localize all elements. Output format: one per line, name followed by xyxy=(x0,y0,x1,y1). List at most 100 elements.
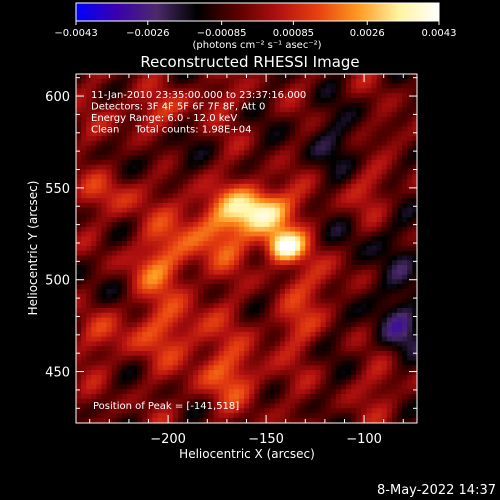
heatmap-cell xyxy=(126,131,133,137)
heatmap-cell xyxy=(126,274,133,280)
heatmap-cell xyxy=(208,336,214,342)
heatmap-cell xyxy=(290,245,296,252)
heatmap-cell xyxy=(106,155,113,161)
heatmap-cell xyxy=(264,212,271,218)
heatmap-cell xyxy=(223,360,230,366)
heatmap-cell xyxy=(244,360,250,366)
heatmap-cell xyxy=(223,217,230,223)
heatmap-cell xyxy=(346,183,352,190)
heatmap-cell xyxy=(335,136,342,142)
heatmap-cell xyxy=(228,150,235,156)
heatmap-cell xyxy=(407,365,413,371)
heatmap-cell xyxy=(269,288,276,295)
heatmap-cell xyxy=(386,255,393,261)
heatmap-cell xyxy=(162,303,169,309)
heatmap-cell xyxy=(397,116,403,123)
heatmap-cell xyxy=(137,365,143,371)
heatmap-cell xyxy=(356,298,362,304)
heatmap-cell xyxy=(172,93,179,99)
heatmap-cell xyxy=(402,97,408,104)
heatmap-cell xyxy=(361,236,367,242)
heatmap-cell xyxy=(381,116,388,123)
heatmap-cell xyxy=(193,303,199,309)
heatmap-cell xyxy=(284,88,291,94)
heatmap-cell xyxy=(121,288,128,295)
heatmap-cell xyxy=(239,116,245,123)
heatmap-cell xyxy=(162,231,169,237)
heatmap-cell xyxy=(147,169,153,175)
heatmap-cell xyxy=(223,93,230,99)
heatmap-cell xyxy=(223,78,230,84)
heatmap-cell xyxy=(386,403,393,409)
heatmap-cell xyxy=(172,217,179,223)
heatmap-cell xyxy=(137,155,143,161)
heatmap-cell xyxy=(402,308,408,314)
heatmap-cell xyxy=(371,331,378,338)
heatmap-cell xyxy=(340,413,347,419)
heatmap-cell xyxy=(91,236,97,242)
heatmap-cell xyxy=(381,327,388,333)
heatmap-cell xyxy=(213,408,220,414)
heatmap-cell xyxy=(86,145,92,151)
heatmap-cell xyxy=(366,284,372,290)
heatmap-cell xyxy=(300,298,306,304)
heatmap-cell xyxy=(132,131,138,137)
heatmap-cell xyxy=(361,265,367,271)
heatmap-cell xyxy=(356,293,362,299)
heatmap-cell xyxy=(274,303,281,309)
heatmap-cell xyxy=(167,279,174,285)
heatmap-cell xyxy=(111,193,118,199)
heatmap-cell xyxy=(279,159,286,166)
heatmap-cell xyxy=(346,398,352,404)
heatmap-cell xyxy=(407,393,413,400)
heatmap-cell xyxy=(137,322,143,328)
heatmap-cell xyxy=(228,336,235,342)
heatmap-cell xyxy=(325,260,332,266)
heatmap-cell xyxy=(213,78,220,84)
heatmap-cell xyxy=(233,351,240,357)
heatmap-cell xyxy=(254,298,260,304)
heatmap-cell xyxy=(147,74,153,80)
heatmap-cell xyxy=(223,355,230,361)
heatmap-cell xyxy=(147,312,153,318)
heatmap-cell xyxy=(397,355,403,361)
heatmap-cell xyxy=(198,169,204,175)
heatmap-cell xyxy=(361,403,367,409)
heatmap-cell xyxy=(111,389,118,395)
heatmap-cell xyxy=(351,226,357,233)
heatmap-cell xyxy=(152,284,158,290)
heatmap-cell xyxy=(315,193,321,199)
heatmap-cell xyxy=(366,112,372,118)
heatmap-cell xyxy=(376,207,383,213)
heatmap-cell xyxy=(213,274,220,280)
heatmap-cell xyxy=(142,78,148,84)
heatmap-cell xyxy=(81,360,87,366)
heatmap-cell xyxy=(162,288,169,295)
heatmap-cell xyxy=(356,169,362,175)
heatmap-cell xyxy=(233,288,240,295)
heatmap-cell xyxy=(259,136,265,142)
heatmap-cell xyxy=(193,202,199,209)
heatmap-cell xyxy=(137,346,143,352)
heatmap-cell xyxy=(142,250,148,256)
heatmap-cell xyxy=(172,145,179,151)
heatmap-cell xyxy=(351,121,357,127)
heatmap-cell xyxy=(121,389,128,395)
heatmap-cell xyxy=(330,312,337,318)
heatmap-cell xyxy=(300,159,306,166)
heatmap-cell xyxy=(76,97,82,104)
heatmap-cell xyxy=(412,312,418,318)
heatmap-cell xyxy=(193,327,199,333)
heatmap-cell xyxy=(366,389,372,395)
heatmap-cell xyxy=(208,236,214,242)
heatmap-cell xyxy=(264,236,271,242)
heatmap-cell xyxy=(111,293,118,299)
heatmap-cell xyxy=(116,150,123,156)
heatmap-cell xyxy=(208,322,214,328)
heatmap-cell xyxy=(142,308,148,314)
heatmap-cell xyxy=(81,236,87,242)
heatmap-cell xyxy=(137,121,143,127)
heatmap-cell xyxy=(147,346,153,352)
heatmap-cell xyxy=(407,260,413,266)
heatmap-cell xyxy=(284,327,291,333)
